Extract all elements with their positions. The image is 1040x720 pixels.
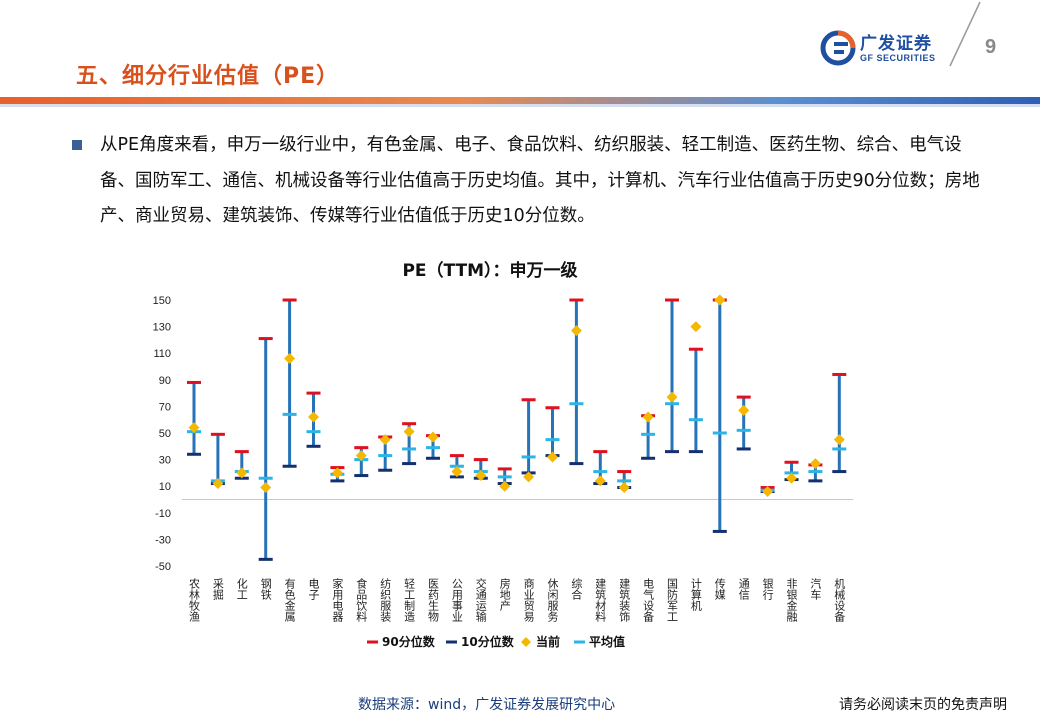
category-label: 采掘: [211, 578, 224, 601]
category-label: 食品饮料: [355, 577, 368, 623]
current-marker: [618, 482, 630, 494]
current-marker: [403, 426, 415, 438]
category-label: 银行: [761, 577, 774, 601]
current-marker: [523, 471, 535, 483]
category-label: 非银金融: [785, 578, 798, 623]
current-marker: [786, 472, 797, 484]
y-tick-label: 70: [159, 401, 171, 413]
y-tick-label: 10: [159, 481, 171, 493]
category-label: 有色金属: [283, 577, 296, 623]
category-label: 综合: [570, 577, 583, 600]
logo-text-en: GF SECURITIES: [860, 53, 936, 63]
category-label: 家用电器: [331, 577, 344, 623]
current-marker: [188, 422, 200, 434]
current-marker: [451, 466, 463, 478]
category-label: 休闲服务: [546, 578, 559, 622]
category-label: 商业贸易: [522, 577, 535, 623]
page-title: 五、细分行业估值（PE）: [76, 64, 340, 89]
category-label: 化工: [235, 577, 248, 600]
y-tick-label: 150: [153, 295, 171, 307]
category-label: 建筑材料: [594, 577, 607, 623]
current-marker: [212, 478, 224, 490]
current-marker: [379, 434, 391, 446]
gf-logo-icon: [820, 30, 856, 66]
category-label: 交通运输: [474, 577, 487, 623]
y-tick-label: 130: [153, 322, 171, 334]
y-tick-label: 90: [159, 375, 171, 387]
legend-label: 10分位数: [461, 634, 515, 649]
category-label: 通信: [737, 578, 750, 601]
current-marker: [547, 451, 558, 463]
y-tick-label: -10: [155, 508, 171, 520]
current-marker: [284, 353, 296, 365]
category-label: 房地产: [498, 578, 511, 612]
current-marker: [331, 467, 343, 479]
logo-text-cn: 广发证券: [860, 34, 932, 54]
header-slash: [949, 1, 981, 67]
header-decoration: [949, 1, 981, 67]
current-marker: [666, 391, 678, 403]
legend-current-icon: [521, 637, 531, 647]
category-label: 公用事业: [450, 578, 463, 622]
current-marker: [690, 321, 702, 333]
current-marker: [642, 411, 654, 423]
y-tick-label: -30: [155, 534, 171, 546]
category-label: 钢铁: [259, 578, 272, 600]
current-marker: [355, 450, 367, 462]
current-marker: [762, 486, 774, 498]
pe-range-chart: 150 130 110 90 70 50 30 10 -10 -30 -50 农林牧渔 采掘 化工 钢铁 有色…: [153, 294, 854, 649]
category-label: 轻工制造: [403, 577, 416, 622]
category-label: 农林牧渔: [188, 577, 201, 623]
category-label: 纺织服装: [379, 577, 392, 623]
category-label: 医药生物: [427, 578, 440, 622]
current-marker: [260, 482, 272, 494]
current-marker: [738, 404, 750, 416]
category-label: 汽车: [809, 577, 822, 601]
current-marker: [714, 294, 726, 306]
bullet-square-icon: [72, 140, 82, 150]
category-label: 电子: [307, 578, 320, 600]
legend-label: 90分位数: [382, 634, 436, 649]
body-paragraph: 从PE角度来看，申万一级行业中，有色金属、电子、食品饮料、纺织服装、轻工制造、医…: [100, 135, 980, 226]
header-bar-shadow: [0, 104, 1040, 107]
category-label: 电气设备: [642, 578, 655, 623]
legend-label: 当前: [536, 634, 560, 649]
chart-title: PE（TTM）：申万一级: [0, 256, 1040, 281]
y-tick-label: 50: [159, 428, 171, 440]
data-source: 数据来源：wind，广发证券发展研究中心: [358, 697, 616, 713]
page-number: 9: [985, 36, 997, 58]
y-tick-label: 30: [159, 455, 171, 467]
category-label: 国防军工: [666, 578, 679, 622]
y-tick-label: 110: [153, 348, 171, 360]
category-label: 机械设备: [833, 577, 846, 623]
current-marker: [308, 411, 319, 423]
header-bar: [0, 97, 1040, 104]
current-marker: [427, 431, 439, 443]
current-marker: [594, 475, 606, 487]
category-label: 计算机: [689, 578, 702, 611]
chart-title-text: PE（TTM）：申万一级: [402, 261, 578, 281]
y-tick-label: -50: [155, 561, 171, 573]
current-marker: [475, 470, 487, 482]
current-marker: [833, 434, 845, 446]
disclaimer: 请务必阅读末页的免责声明: [839, 697, 1007, 713]
current-marker: [809, 458, 821, 470]
category-label: 传媒: [713, 578, 726, 601]
current-marker: [236, 467, 248, 479]
legend-label: 平均值: [589, 634, 625, 649]
current-marker: [499, 480, 511, 492]
current-marker: [570, 325, 582, 337]
category-label: 建筑装饰: [618, 577, 631, 622]
